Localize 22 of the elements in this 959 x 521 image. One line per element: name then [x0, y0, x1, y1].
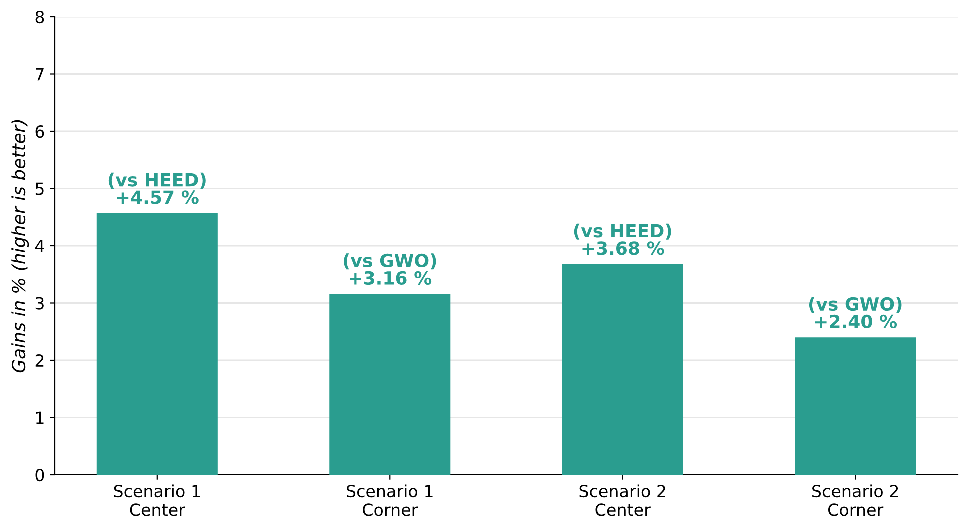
data-label: (vs GWO) +2.40 %: [809, 297, 902, 329]
x-tick-label: Scenario 1 Corner: [347, 484, 433, 516]
y-tick-label: 7: [36, 68, 44, 81]
y-tick-label: 5: [36, 182, 44, 196]
y-tick-label: 0: [36, 468, 44, 482]
data-label: (vs GWO) +3.16 %: [344, 254, 436, 286]
y-tick-label: 1: [36, 412, 44, 424]
bar: [96, 213, 218, 475]
bar: [330, 294, 451, 475]
x-tick-label: Scenario 2 Center: [580, 484, 666, 516]
y-tick-label: 8: [36, 10, 44, 24]
y-tick-label: 6: [36, 125, 44, 138]
y-axis-title: Gains in % (higher is better): [12, 120, 30, 373]
x-tick-label: Scenario 1 Center: [114, 484, 200, 516]
y-tick-label: 3: [36, 297, 44, 310]
data-label: (vs HEED) +3.68 %: [574, 224, 672, 256]
y-tick-label: 2: [36, 354, 44, 367]
x-tick-label: Scenario 2 Corner: [812, 484, 898, 516]
bar: [562, 264, 684, 475]
y-tick-label: 4: [35, 240, 44, 252]
data-label: (vs HEED) +4.57 %: [108, 172, 206, 204]
bar: [795, 338, 916, 475]
